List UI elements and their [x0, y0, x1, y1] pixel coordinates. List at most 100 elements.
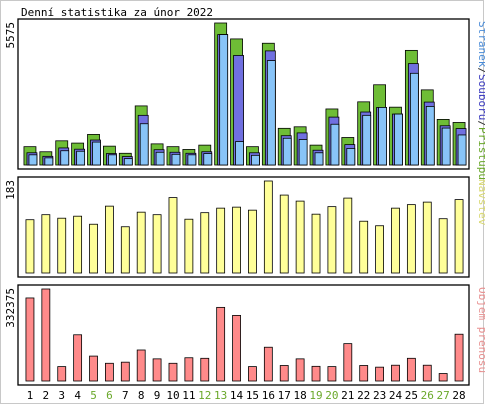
bar-Objem přenosu-25	[406, 357, 416, 382]
bar-Návštěv-13	[216, 207, 226, 274]
bar-Objem přenosu-7	[120, 361, 130, 382]
bar-Objem přenosu-5	[89, 355, 98, 382]
x-tick-label-19: 19	[309, 389, 322, 402]
bar-Návštěv-8	[136, 211, 146, 274]
bar-Objem přenosu-24	[391, 364, 400, 382]
bar-Stránek-27	[441, 127, 451, 166]
x-tick-label-14: 14	[230, 389, 244, 402]
bar-Návštěv-25	[406, 204, 416, 274]
legend-entry-1: /	[476, 67, 485, 74]
bar-Stránek-25	[409, 72, 419, 166]
x-tick-label-9: 9	[154, 389, 161, 402]
bar-Návštěv-11	[184, 218, 194, 274]
bar-Objem přenosu-17	[279, 365, 289, 382]
legend-entry-2: Souborů	[476, 74, 485, 120]
x-tick-label-25: 25	[405, 389, 418, 402]
bar-Návštěv-7	[120, 226, 130, 274]
chart-title: Denní statistika za únor 2022	[21, 6, 213, 19]
traffic-panel: 332375 Objem přenosu	[4, 284, 485, 386]
bar-Objem přenosu-2	[41, 288, 51, 382]
bar-Objem přenosu-23	[375, 366, 384, 382]
bar-Objem přenosu-21	[343, 343, 353, 382]
bar-Stránek-28	[457, 134, 467, 166]
bar-Stránek-26	[425, 106, 435, 166]
legend-entry-0: Návštěv	[476, 179, 485, 226]
bar-Návštěv-16	[263, 180, 273, 274]
bar-Objem přenosu-15	[248, 366, 257, 382]
bar-Návštěv-23	[375, 225, 384, 274]
bar-Objem přenosu-9	[152, 358, 162, 382]
bar-Objem přenosu-13	[216, 306, 226, 382]
bar-Objem přenosu-4	[73, 334, 83, 382]
bar-Návštěv-17	[279, 194, 289, 274]
x-tick-label-23: 23	[373, 389, 386, 402]
bar-Stránek-4	[76, 150, 86, 166]
bar-Stránek-22	[362, 114, 372, 166]
y-max-label: 5575	[4, 22, 17, 49]
bar-Stránek-10	[171, 153, 181, 166]
legend-entry-0: Objem přenosu	[476, 287, 485, 373]
x-tick-label-3: 3	[58, 389, 65, 402]
legend-entry-4: Přístupů	[476, 127, 485, 180]
bar-Návštěv-18	[295, 200, 305, 274]
bar-Stránek-23	[378, 107, 387, 166]
bar-Stránek-8	[139, 123, 149, 166]
legend-entry-3: /	[476, 120, 485, 127]
bar-Návštěv-1	[25, 219, 35, 274]
legend-entry-0: Stránek	[476, 21, 485, 68]
x-tick-label-21: 21	[341, 389, 354, 402]
bar-Návštěv-15	[248, 209, 257, 274]
bar-Stránek-24	[394, 113, 403, 166]
bar-Stránek-6	[108, 154, 117, 166]
visits-panel-border	[17, 176, 470, 278]
bar-Objem přenosu-12	[200, 357, 210, 382]
y-max-label: 332375	[4, 288, 17, 328]
y-max-label: 183	[4, 180, 17, 200]
x-tick-label-10: 10	[166, 389, 179, 402]
x-tick-label-28: 28	[452, 389, 465, 402]
bar-Stránek-20	[330, 123, 340, 166]
bar-Návštěv-19	[311, 213, 321, 274]
x-tick-label-6: 6	[106, 389, 113, 402]
bar-Stránek-11	[187, 154, 197, 166]
bar-Návštěv-24	[391, 207, 400, 274]
bar-Objem přenosu-10	[168, 362, 178, 382]
bar-Návštěv-22	[359, 220, 369, 274]
bar-Objem přenosu-16	[263, 346, 273, 382]
bar-Návštěv-26	[422, 201, 432, 274]
bar-Stránek-12	[203, 153, 213, 166]
x-tick-label-22: 22	[357, 389, 370, 402]
bar-Návštěv-20	[327, 206, 337, 274]
legend: Objem přenosu	[476, 287, 485, 373]
x-tick-label-27: 27	[437, 389, 450, 402]
bar-Objem přenosu-6	[105, 362, 114, 382]
traffic-panel-border	[17, 284, 470, 386]
x-tick-label-18: 18	[294, 389, 307, 402]
bar-Stránek-17	[282, 137, 292, 166]
bar-Stránek-3	[60, 150, 70, 166]
bar-Návštěv-10	[168, 197, 178, 274]
bar-Stránek-14	[235, 141, 244, 166]
x-tick-label-1: 1	[27, 389, 34, 402]
x-tick-label-16: 16	[262, 389, 275, 402]
bar-Stránek-9	[155, 151, 165, 166]
bar-Návštěv-28	[454, 199, 464, 274]
bar-Stránek-16	[266, 60, 276, 166]
bar-Objem přenosu-28	[454, 333, 464, 382]
x-tick-label-26: 26	[421, 389, 434, 402]
bar-Návštěv-3	[57, 217, 67, 274]
bar-Návštěv-9	[152, 214, 162, 274]
bar-Stránek-7	[123, 158, 133, 166]
bar-Objem přenosu-11	[184, 357, 194, 382]
bar-Návštěv-6	[105, 205, 114, 274]
x-tick-label-5: 5	[90, 389, 97, 402]
x-tick-label-7: 7	[122, 389, 129, 402]
x-tick-label-15: 15	[246, 389, 259, 402]
x-tick-label-17: 17	[278, 389, 291, 402]
bar-Objem přenosu-22	[359, 365, 369, 382]
bar-Objem přenosu-14	[232, 314, 241, 382]
x-tick-label-13: 13	[214, 389, 227, 402]
bar-Objem přenosu-26	[422, 364, 432, 382]
legend: Stránek/Souborů/Přístupů	[476, 21, 485, 180]
